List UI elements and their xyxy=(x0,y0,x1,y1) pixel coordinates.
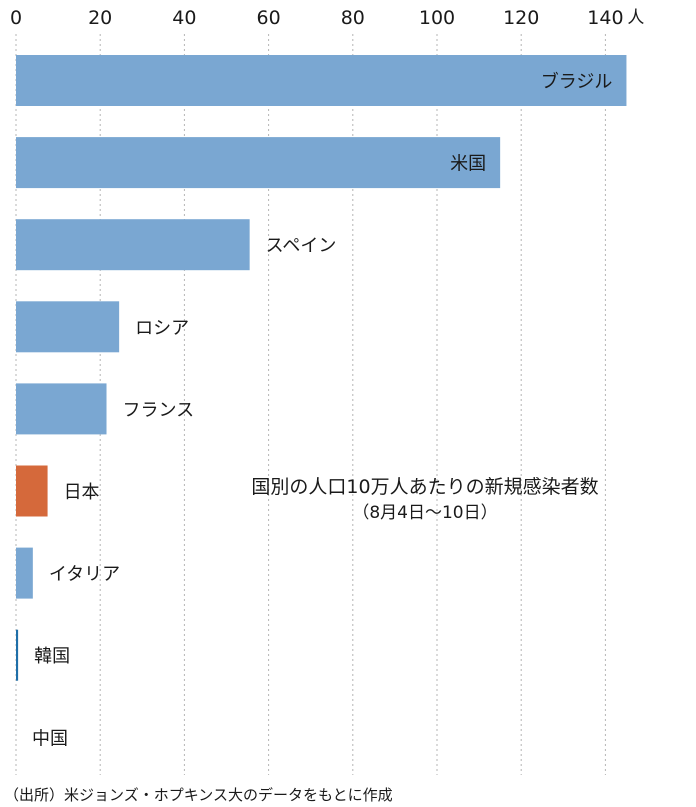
bar-label: スペイン xyxy=(266,236,337,257)
bar-label: 韓国 xyxy=(34,646,70,667)
bar-label: ブラジル xyxy=(541,71,613,93)
x-tick-label: 20 xyxy=(88,7,112,29)
bars xyxy=(16,55,627,681)
bar xyxy=(16,55,627,106)
x-tick-label: 80 xyxy=(341,7,365,29)
bar xyxy=(16,219,250,271)
chart-title: 国別の人口10万人あたりの新規感染者数 xyxy=(251,476,599,498)
bar-label: ロシア xyxy=(135,318,189,339)
bar-label: 米国 xyxy=(450,154,486,175)
bar xyxy=(16,383,107,435)
x-tick-label: 140 xyxy=(587,7,623,29)
unit-label: 人 xyxy=(627,8,644,28)
bar-label: イタリア xyxy=(49,564,120,585)
bar xyxy=(16,465,48,517)
bar xyxy=(16,629,19,681)
x-tick-label: 40 xyxy=(172,7,196,29)
x-axis-ticks: 0 20 40 60 80 100 120 140 xyxy=(10,7,624,29)
bar xyxy=(16,547,33,599)
x-tick-label: 100 xyxy=(419,7,455,29)
x-tick-label: 60 xyxy=(257,7,281,29)
bar xyxy=(16,301,120,353)
chart-title-block: 国別の人口10万人あたりの新規感染者数 （8月4日〜10日） xyxy=(150,474,696,526)
bar-label: フランス xyxy=(123,400,195,421)
x-tick-label: 0 xyxy=(10,7,22,29)
bar xyxy=(16,137,501,189)
bar-label: 日本 xyxy=(64,482,100,503)
source-note: （出所）米ジョンズ・ホプキンス大のデータをもとに作成 xyxy=(4,786,393,804)
bar-label: 中国 xyxy=(32,728,68,749)
chart-subtitle: （8月4日〜10日） xyxy=(352,503,498,523)
x-tick-label: 120 xyxy=(503,7,539,29)
